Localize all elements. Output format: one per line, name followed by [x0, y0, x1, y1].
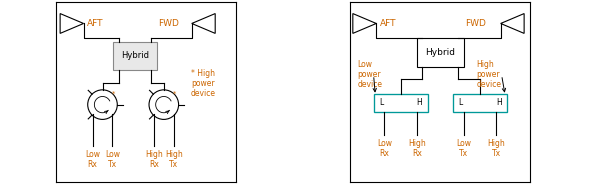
- Text: High
Tx: High Tx: [487, 139, 505, 158]
- Bar: [113, 42, 157, 70]
- Text: *: *: [173, 91, 177, 97]
- Text: Hybrid: Hybrid: [121, 52, 149, 60]
- Text: AFT: AFT: [380, 19, 396, 28]
- Text: H: H: [496, 98, 502, 107]
- Text: AFT: AFT: [87, 19, 104, 28]
- Text: Low
Rx: Low Rx: [85, 150, 100, 169]
- Text: Low
power
device: Low power device: [358, 60, 382, 89]
- Bar: [373, 94, 428, 112]
- Text: * High
power
device: * High power device: [191, 69, 216, 98]
- Text: Hybrid: Hybrid: [425, 48, 455, 57]
- Text: Low
Tx: Low Tx: [456, 139, 471, 158]
- Text: High
Tx: High Tx: [165, 150, 183, 169]
- Text: L: L: [458, 98, 462, 107]
- Text: L: L: [379, 98, 383, 107]
- Bar: [417, 38, 464, 67]
- Text: High
Rx: High Rx: [408, 139, 426, 158]
- Bar: [453, 94, 507, 112]
- Text: H: H: [416, 98, 422, 107]
- Text: Low
Tx: Low Tx: [105, 150, 120, 169]
- Text: Low
Rx: Low Rx: [377, 139, 392, 158]
- Text: *: *: [112, 91, 115, 97]
- Text: FWD: FWD: [158, 19, 179, 28]
- Text: FWD: FWD: [465, 19, 487, 28]
- Text: High
Rx: High Rx: [145, 150, 163, 169]
- Text: High
power
device: High power device: [477, 60, 501, 89]
